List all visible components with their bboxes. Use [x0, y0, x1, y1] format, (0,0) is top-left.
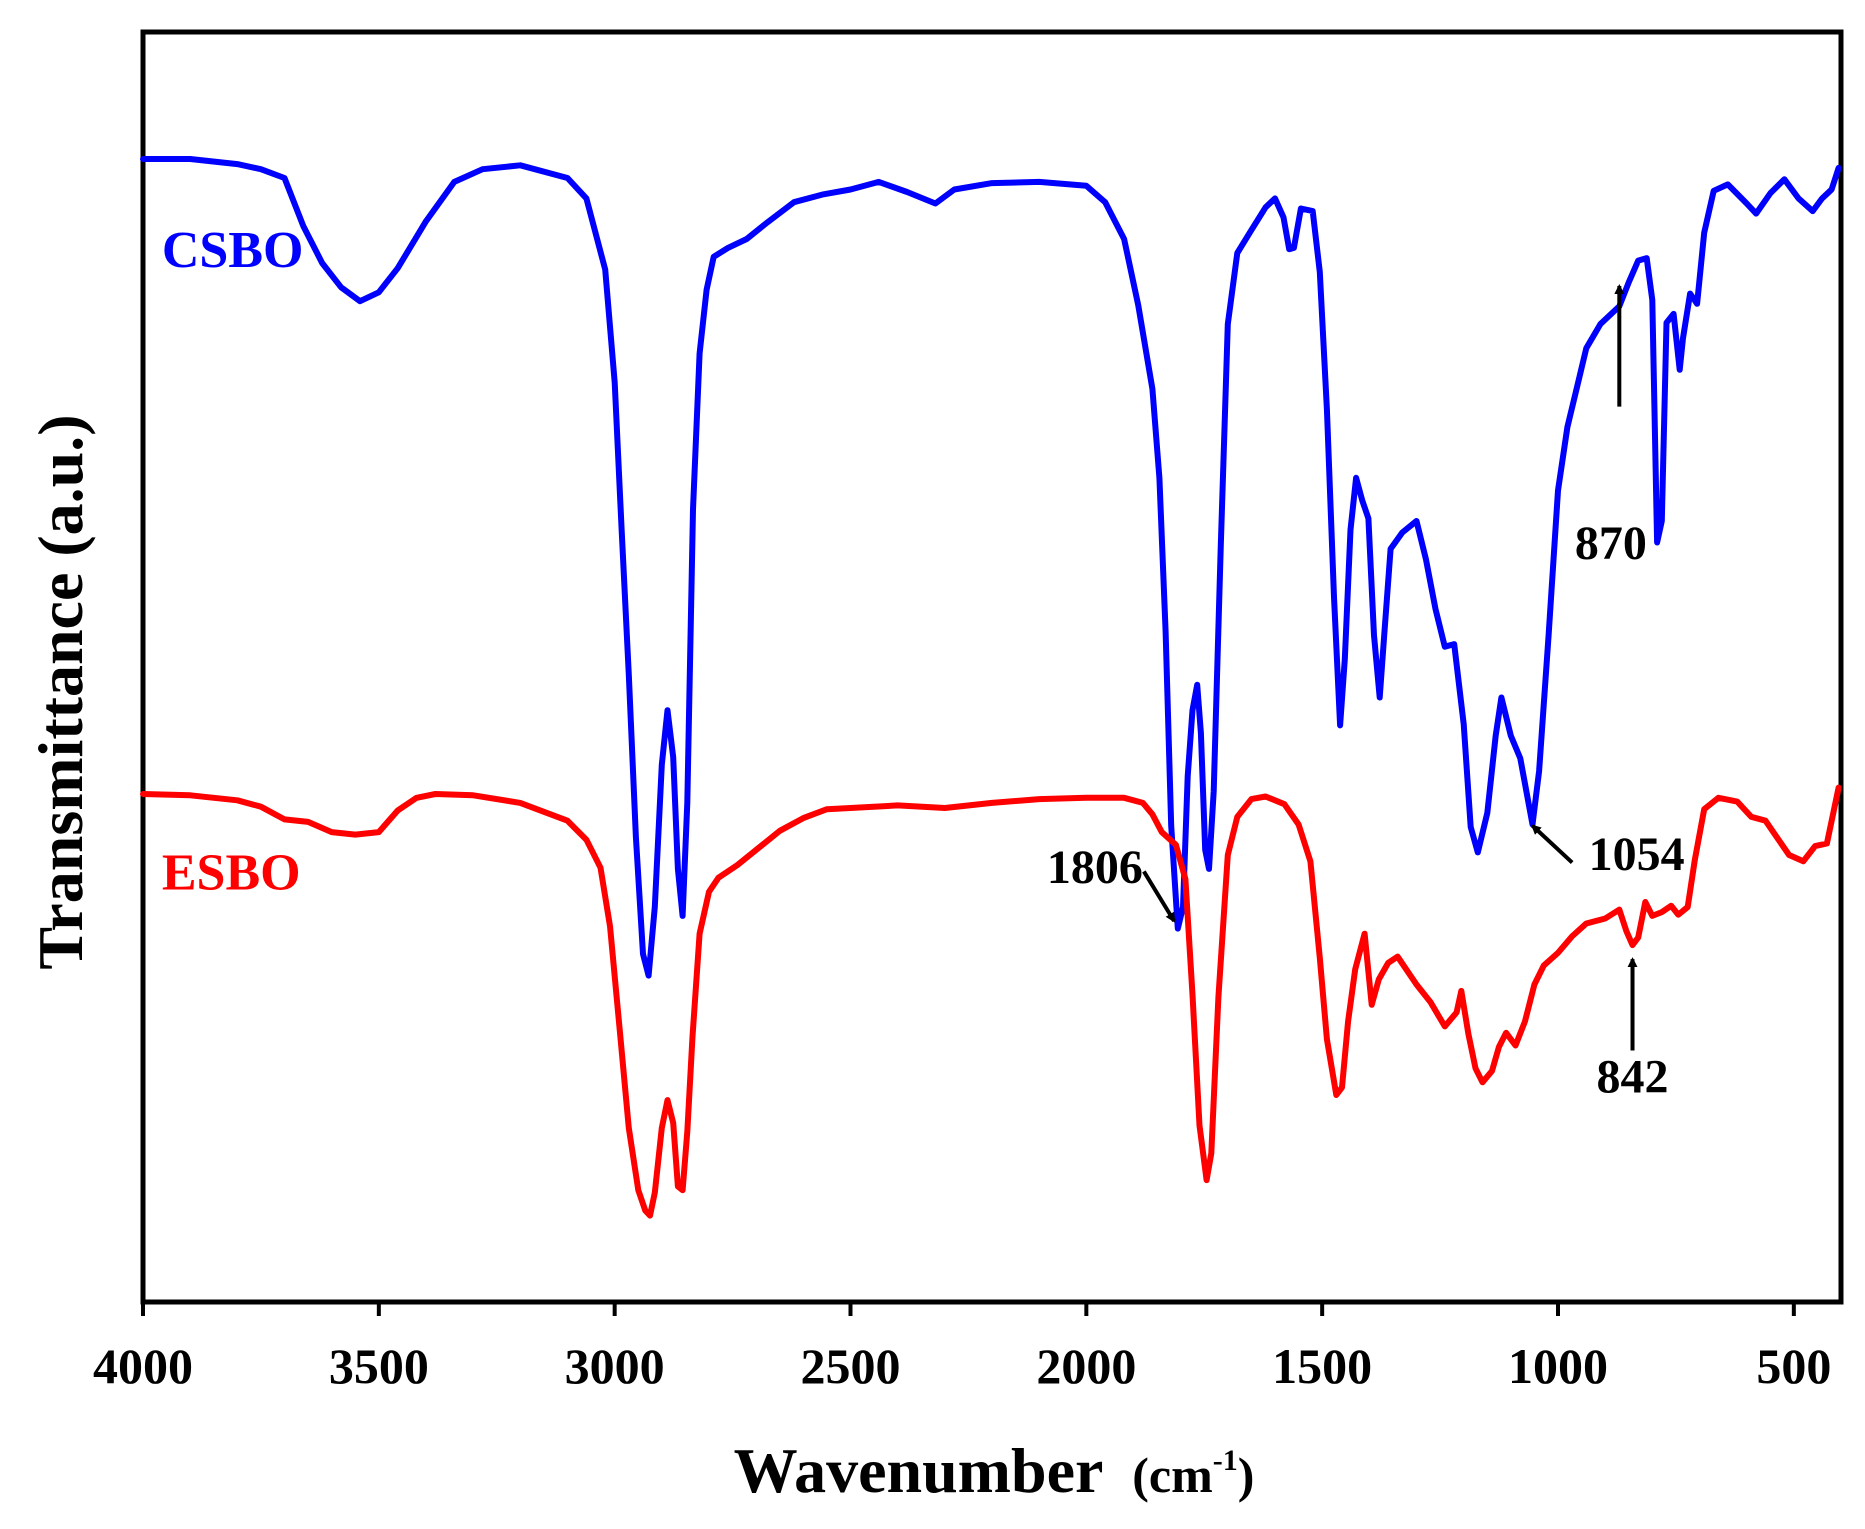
x-axis-label-unit: (cm [1132, 1447, 1213, 1503]
x-axis-label-sup: -1 [1213, 1444, 1238, 1477]
annotation-arrow-1054 [1531, 824, 1574, 865]
series-labels: CSBO ESBO [162, 222, 304, 901]
series-label-csbo: CSBO [162, 222, 304, 279]
plot-frame [140, 29, 1844, 1305]
x-axis-label-close: ) [1238, 1447, 1255, 1503]
x-axis-label: Wavenumber (cm-1) [734, 1435, 1255, 1506]
x-tick-label-3000: 3000 [565, 1338, 665, 1394]
annotation-label-842: 842 [1597, 1050, 1669, 1103]
x-axis-ticks: 4000 3500 3000 2500 2000 1500 1000 500 [93, 1302, 1831, 1394]
annotation-label-1054: 1054 [1589, 828, 1685, 881]
x-tick-label-2500: 2500 [801, 1338, 901, 1394]
x-tick-label-1000: 1000 [1508, 1338, 1608, 1394]
series-layer [140, 156, 1842, 1219]
x-tick-label-2000: 2000 [1036, 1338, 1136, 1394]
annotation-label-1806: 1806 [1047, 841, 1143, 894]
y-axis-label: Transmittance (a.u.) [25, 414, 96, 969]
series-line-csbo [140, 156, 1842, 979]
x-tick-label-500: 500 [1756, 1338, 1831, 1394]
annotation-arrow-1806 [1142, 870, 1176, 923]
peak-annotations: 870 1054 1806 842 [1047, 284, 1685, 1103]
series-label-esbo: ESBO [162, 844, 301, 901]
x-tick-label-1500: 1500 [1272, 1338, 1372, 1394]
series-line-esbo [140, 784, 1842, 1219]
annotation-label-870: 870 [1575, 517, 1647, 570]
x-tick-label-4000: 4000 [93, 1338, 193, 1394]
x-tick-label-3500: 3500 [329, 1338, 429, 1394]
x-axis-label-main: Wavenumber [734, 1435, 1103, 1506]
